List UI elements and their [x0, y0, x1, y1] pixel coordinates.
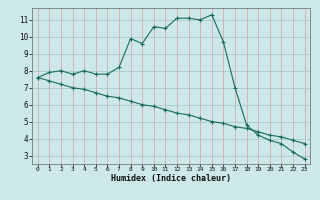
X-axis label: Humidex (Indice chaleur): Humidex (Indice chaleur): [111, 174, 231, 183]
